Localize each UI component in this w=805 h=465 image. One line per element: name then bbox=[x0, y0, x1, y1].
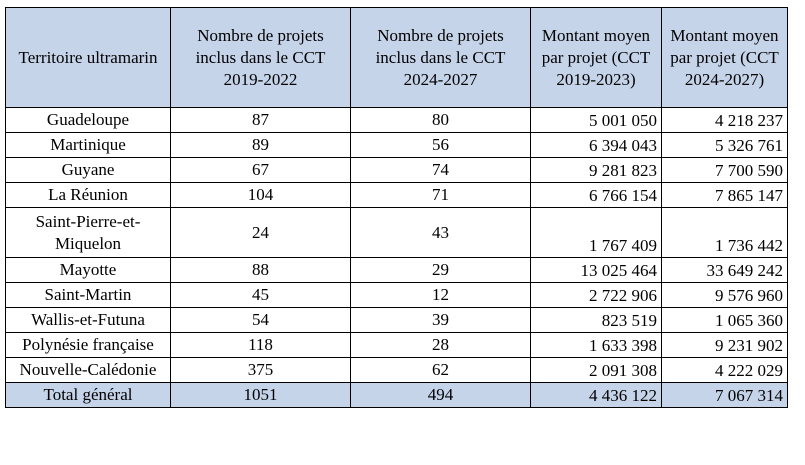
table-cell: 29 bbox=[350, 257, 531, 283]
table-cell: 62 bbox=[350, 357, 531, 383]
table-cell: 7 865 147 bbox=[661, 182, 788, 208]
header-cell: Montant moyen par projet (CCT 2019-2023) bbox=[530, 7, 662, 108]
table-row: Guadeloupe 87 80 5 001 050 4 218 237 bbox=[5, 107, 788, 133]
table-cell: 1 736 442 bbox=[661, 207, 788, 258]
table-row: Mayotte 88 29 13 025 464 33 649 242 bbox=[5, 257, 788, 283]
table-cell: 1 065 360 bbox=[661, 307, 788, 333]
table-cell: 28 bbox=[350, 332, 531, 358]
table-cell: 39 bbox=[350, 307, 531, 333]
table-cell: 104 bbox=[170, 182, 351, 208]
table-row: Guyane 67 74 9 281 823 7 700 590 bbox=[5, 157, 788, 183]
table-cell: Wallis-et-Futuna bbox=[5, 307, 171, 333]
table-cell: 56 bbox=[350, 132, 531, 158]
table-cell: Mayotte bbox=[5, 257, 171, 283]
table-row: Wallis-et-Futuna 54 39 823 519 1 065 360 bbox=[5, 307, 788, 333]
table-cell: 87 bbox=[170, 107, 351, 133]
table-cell: 9 231 902 bbox=[661, 332, 788, 358]
table-row: La Réunion 104 71 6 766 154 7 865 147 bbox=[5, 182, 788, 208]
table-cell: 4 222 029 bbox=[661, 357, 788, 383]
table-cell: 5 001 050 bbox=[530, 107, 662, 133]
table-cell: 1 633 398 bbox=[530, 332, 662, 358]
table-cell: 118 bbox=[170, 332, 351, 358]
table-cell: Guyane bbox=[5, 157, 171, 183]
table-cell: 7 700 590 bbox=[661, 157, 788, 183]
table-cell: 4 436 122 bbox=[530, 382, 662, 408]
table-cell: 88 bbox=[170, 257, 351, 283]
header-cell: Territoire ultramarin bbox=[5, 7, 171, 108]
table-cell: Guadeloupe bbox=[5, 107, 171, 133]
table-cell: 89 bbox=[170, 132, 351, 158]
header-cell: Nombre de projets inclus dans le CCT 202… bbox=[350, 7, 531, 108]
table-cell: 4 218 237 bbox=[661, 107, 788, 133]
table-cell: 80 bbox=[350, 107, 531, 133]
table-row: Saint-Pierre-et-Miquelon 24 43 1 767 409 1 7… bbox=[5, 207, 788, 258]
table-cell: 2 091 308 bbox=[530, 357, 662, 383]
table-cell: 74 bbox=[350, 157, 531, 183]
table-cell: Total général bbox=[5, 382, 171, 408]
table-cell: 24 bbox=[170, 207, 351, 258]
table-row: Saint-Martin 45 12 2 722 906 9 576 960 bbox=[5, 282, 788, 308]
data-table: Territoire ultramarin Nombre de projets i… bbox=[5, 7, 788, 408]
table-row: Polynésie française 118 28 1 633 398 9 231 9… bbox=[5, 332, 788, 358]
table-cell: 45 bbox=[170, 282, 351, 308]
table-cell: 54 bbox=[170, 307, 351, 333]
table-cell: 43 bbox=[350, 207, 531, 258]
table-cell: 9 576 960 bbox=[661, 282, 788, 308]
table-row: Total général 1051 494 4 436 122 7 067 314 bbox=[5, 382, 788, 408]
header-cell: Nombre de projets inclus dans le CCT 201… bbox=[170, 7, 351, 108]
table-cell: 823 519 bbox=[530, 307, 662, 333]
table-cell: Saint-Pierre-et-Miquelon bbox=[5, 207, 171, 258]
table-cell: 9 281 823 bbox=[530, 157, 662, 183]
table-cell: 6 766 154 bbox=[530, 182, 662, 208]
table-cell: 13 025 464 bbox=[530, 257, 662, 283]
table-cell: 33 649 242 bbox=[661, 257, 788, 283]
header-cell: Montant moyen par projet (CCT 2024-2027) bbox=[661, 7, 788, 108]
table-cell: 7 067 314 bbox=[661, 382, 788, 408]
table-cell: Nouvelle-Calédonie bbox=[5, 357, 171, 383]
table-cell: 2 722 906 bbox=[530, 282, 662, 308]
table-row: Nouvelle-Calédonie 375 62 2 091 308 4 222 02… bbox=[5, 357, 788, 383]
table-cell: Polynésie française bbox=[5, 332, 171, 358]
table-cell: 6 394 043 bbox=[530, 132, 662, 158]
table-cell: 67 bbox=[170, 157, 351, 183]
table-cell: 12 bbox=[350, 282, 531, 308]
table-cell: 494 bbox=[350, 382, 531, 408]
table-cell: La Réunion bbox=[5, 182, 171, 208]
table-cell: Martinique bbox=[5, 132, 171, 158]
table-row: Martinique 89 56 6 394 043 5 326 761 bbox=[5, 132, 788, 158]
header-row: Territoire ultramarin Nombre de projets i… bbox=[5, 7, 788, 108]
table-cell: 1051 bbox=[170, 382, 351, 408]
table-cell: 1 767 409 bbox=[530, 207, 662, 258]
table-body: Guadeloupe 87 80 5 001 050 4 218 237 Martiniq… bbox=[5, 107, 788, 408]
table-cell: 375 bbox=[170, 357, 351, 383]
table-cell: 5 326 761 bbox=[661, 132, 788, 158]
table-cell: 71 bbox=[350, 182, 531, 208]
table-cell: Saint-Martin bbox=[5, 282, 171, 308]
